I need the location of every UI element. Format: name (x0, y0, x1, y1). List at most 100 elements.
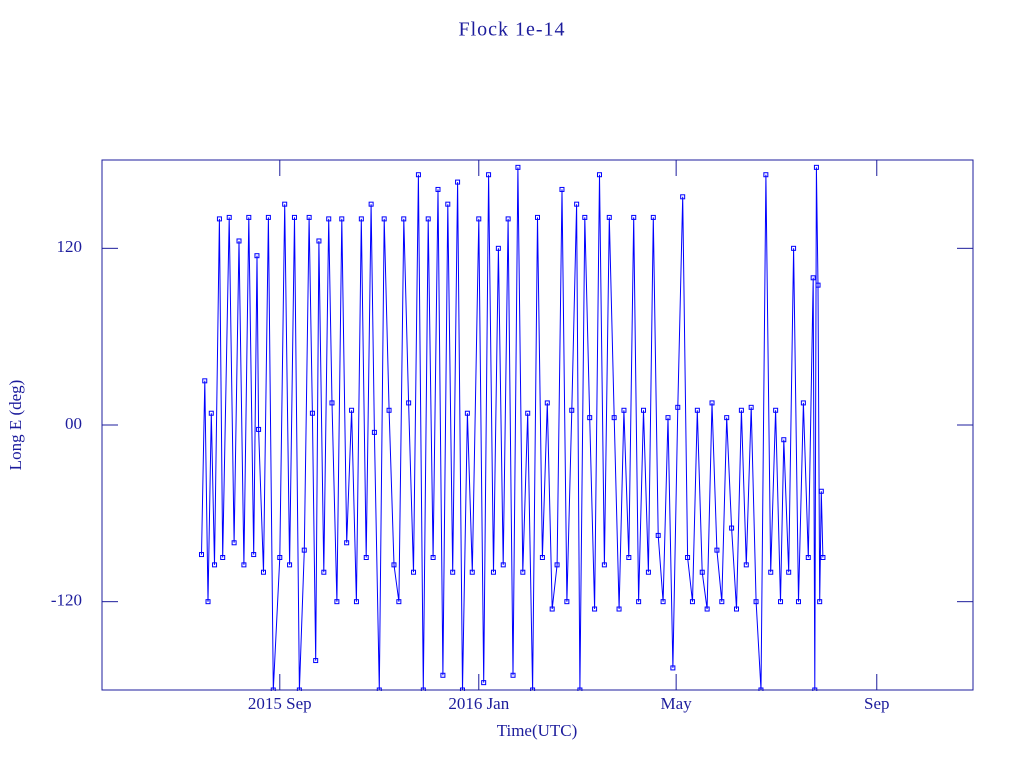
data-point (469, 569, 475, 575)
data-point (631, 214, 637, 220)
data-point (611, 415, 617, 421)
data-point (714, 547, 720, 553)
data-point (391, 562, 397, 568)
data-point (401, 216, 407, 222)
data-point (665, 415, 671, 421)
data-point (212, 562, 218, 568)
data-point (371, 429, 377, 435)
data-point (386, 407, 392, 413)
data-point (349, 407, 355, 413)
data-point (544, 400, 550, 406)
data-point (525, 410, 531, 416)
data-point (415, 172, 421, 178)
data-point (265, 214, 271, 220)
data-point (554, 562, 560, 568)
x-tick-label: Sep (864, 694, 890, 713)
data-point (476, 216, 482, 222)
data-point (810, 275, 816, 281)
data-point (616, 606, 622, 612)
data-point (645, 569, 651, 575)
data-point (202, 378, 208, 384)
data-point (329, 400, 335, 406)
data-point (748, 404, 754, 410)
data-point (208, 410, 214, 416)
data-point (490, 569, 496, 575)
data-point (306, 214, 312, 220)
data-point (282, 201, 288, 207)
data-point (396, 599, 402, 605)
data-point (445, 201, 451, 207)
data-point (596, 172, 602, 178)
data-point (549, 606, 555, 612)
data-point (724, 415, 730, 421)
data-point (495, 245, 501, 251)
data-point (251, 552, 257, 558)
data-point (763, 172, 769, 178)
data-point (363, 555, 369, 560)
data-point (411, 569, 417, 575)
data-point (216, 216, 222, 222)
data-point (277, 555, 283, 560)
data-point (818, 488, 824, 494)
data-point (626, 555, 632, 560)
data-point (685, 555, 691, 560)
data-point (500, 562, 506, 568)
data-point (236, 238, 242, 244)
data-point (368, 201, 374, 207)
data-point (260, 569, 266, 575)
y-tick-label: 00 (65, 414, 82, 433)
data-point (733, 606, 739, 612)
data-point (450, 569, 456, 575)
data-point (381, 216, 387, 222)
data-point (569, 407, 575, 413)
y-axis-label: Long E (deg) (6, 380, 25, 471)
data-point (813, 164, 819, 170)
data-point (641, 407, 647, 413)
data-point (515, 164, 521, 170)
data-point (655, 532, 661, 538)
data-point (435, 186, 441, 192)
data-point (689, 599, 695, 605)
data-point (309, 410, 315, 416)
data-point (254, 253, 260, 259)
data-point (316, 238, 322, 244)
data-point (805, 555, 811, 560)
y-tick-label: 120 (57, 237, 83, 256)
data-point (680, 194, 686, 200)
data-point (505, 216, 511, 222)
data-point (786, 569, 792, 575)
x-tick-label: 2015 Sep (248, 694, 312, 713)
chart-title: Flock 1e-14 (458, 19, 565, 41)
plot-area (198, 164, 826, 691)
data-point (820, 555, 826, 560)
data-point (621, 407, 627, 413)
data-point (574, 201, 580, 207)
data-point (743, 562, 749, 568)
data-point (795, 599, 801, 605)
data-point (601, 562, 607, 568)
data-point (670, 665, 676, 671)
data-point (358, 216, 364, 222)
x-tick-label: 2016 Jan (448, 694, 509, 713)
data-point (241, 562, 247, 568)
x-tick-label: May (661, 694, 693, 713)
data-point (719, 599, 725, 605)
data-point (778, 599, 784, 605)
data-point (344, 540, 350, 546)
data-point (592, 606, 598, 612)
data-point (675, 404, 681, 410)
data-point (817, 599, 823, 605)
data-point (486, 172, 492, 178)
data-point (326, 216, 332, 222)
data-point (226, 214, 232, 220)
data-point (353, 599, 359, 605)
data-point (220, 555, 226, 560)
data-point (564, 599, 570, 605)
data-point (313, 658, 319, 664)
data-point (246, 214, 252, 220)
data-point (582, 214, 588, 220)
data-point (768, 569, 774, 575)
data-point (704, 606, 710, 612)
data-point (440, 672, 446, 678)
